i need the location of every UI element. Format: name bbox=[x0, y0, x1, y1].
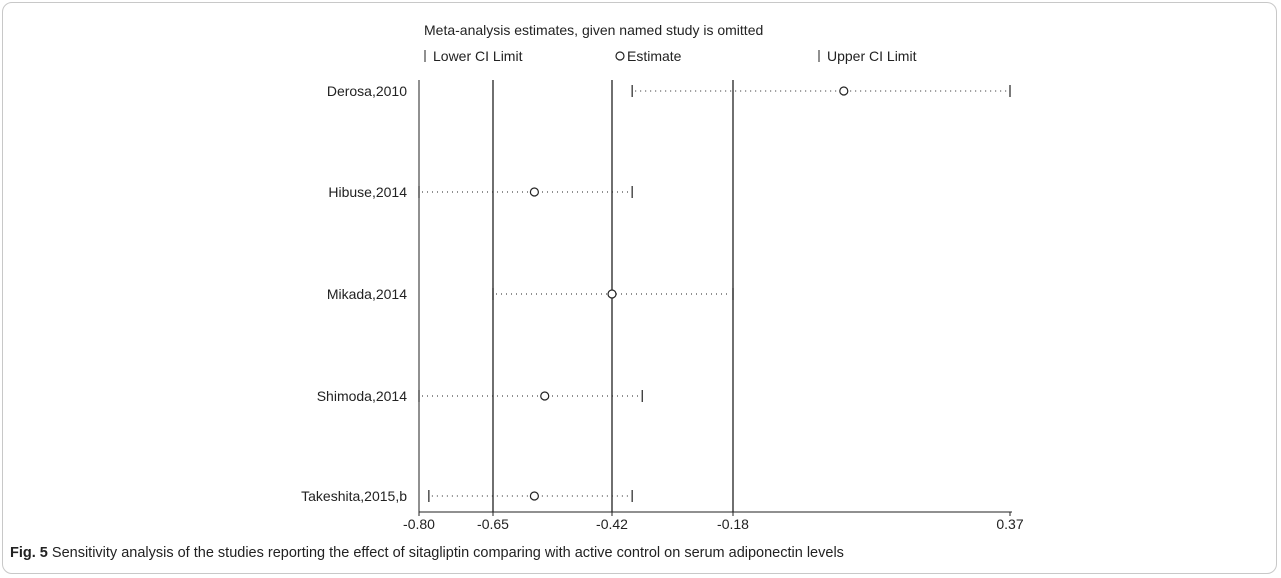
study-row-4: Shimoda,2014 bbox=[317, 388, 643, 404]
x-axis-ticks: -0.80 -0.65 -0.42 -0.18 0.37 bbox=[403, 512, 1024, 532]
estimate-point bbox=[540, 391, 550, 401]
caption-text: Sensitivity analysis of the studies repo… bbox=[47, 545, 844, 561]
study-label: Takeshita,2015,b bbox=[301, 488, 407, 504]
x-tick-label-5: 0.37 bbox=[996, 516, 1023, 532]
legend-lower-label: Lower CI Limit bbox=[433, 48, 523, 64]
study-label: Hibuse,2014 bbox=[328, 184, 407, 200]
study-rows: Derosa,2010 Hibuse,2014 Mikada,2014 Shimoda… bbox=[301, 83, 1011, 504]
estimate-point bbox=[839, 86, 849, 96]
study-label: Shimoda,2014 bbox=[317, 388, 408, 404]
study-row-5: Takeshita,2015,b bbox=[301, 488, 633, 504]
caption-label: Fig. 5 bbox=[10, 545, 48, 561]
x-tick-label-3: -0.42 bbox=[596, 516, 628, 532]
estimate-point bbox=[607, 289, 617, 299]
study-label: Derosa,2010 bbox=[327, 83, 407, 99]
study-label: Mikada,2014 bbox=[327, 286, 407, 302]
x-tick-label-2: -0.65 bbox=[477, 516, 509, 532]
estimate-point bbox=[529, 187, 539, 197]
chart-title: Meta-analysis estimates, given named stu… bbox=[424, 22, 763, 38]
legend-estimate-label: Estimate bbox=[627, 48, 682, 64]
plot-area bbox=[418, 80, 1012, 513]
legend: Lower CI Limit Estimate Upper CI Limit bbox=[424, 48, 917, 64]
estimate-point bbox=[529, 491, 539, 501]
study-row-3: Mikada,2014 bbox=[327, 286, 734, 302]
x-tick-label-4: -0.18 bbox=[717, 516, 749, 532]
study-row-2: Hibuse,2014 bbox=[328, 184, 633, 200]
figure-caption: Fig. 5 Sensitivity analysis of the studi… bbox=[10, 545, 844, 561]
study-row-1: Derosa,2010 bbox=[327, 83, 1011, 99]
legend-estimate-marker bbox=[615, 51, 625, 61]
legend-upper-label: Upper CI Limit bbox=[827, 48, 917, 64]
x-tick-label-1: -0.80 bbox=[403, 516, 435, 532]
